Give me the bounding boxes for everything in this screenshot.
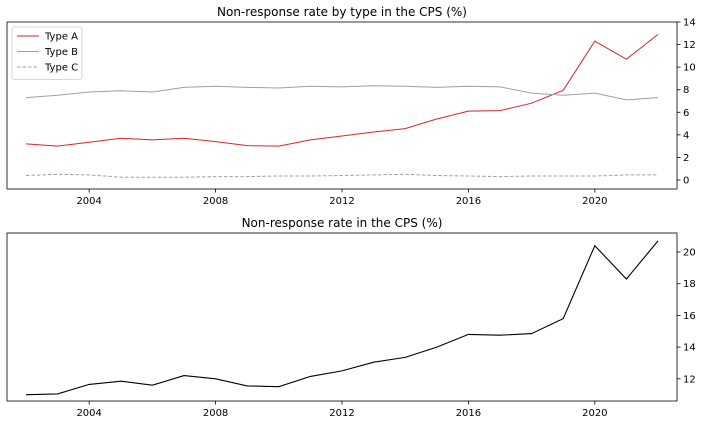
- chart-panel-1: Non-response rate by type in the CPS (%)…: [6, 5, 696, 207]
- legend-box: [11, 26, 83, 80]
- axes-frame: [6, 232, 678, 402]
- x-tick-label: 2012: [329, 196, 354, 207]
- x-tick-label: 2008: [203, 196, 228, 207]
- y-tick-label: 0: [683, 175, 689, 186]
- x-tick-label: 2016: [456, 408, 481, 419]
- y-tick-label: 4: [683, 130, 689, 141]
- series-line-type-a: [25, 34, 659, 147]
- y-tick-label: 8: [683, 85, 689, 96]
- series-line-1: [25, 240, 659, 396]
- x-tick-label: 2020: [582, 408, 607, 419]
- axes-frame: [6, 21, 678, 190]
- legend-label: Type C: [44, 63, 78, 74]
- y-tick-label: 2: [683, 153, 689, 164]
- x-tick-label: 2012: [329, 408, 354, 419]
- series-line-type-b: [25, 85, 659, 101]
- chart-title: Non-response rate by type in the CPS (%): [217, 5, 467, 19]
- x-tick-label: 2004: [76, 196, 101, 207]
- chart-panel-2: Non-response rate in the CPS (%) 2004 2008…: [6, 216, 696, 419]
- chart-title: Non-response rate in the CPS (%): [242, 216, 443, 230]
- legend: Type A Type B Type C: [11, 26, 83, 80]
- y-tick-label: 14: [683, 343, 696, 354]
- series-group: [25, 240, 659, 396]
- y-tick-label: 10: [683, 63, 696, 74]
- x-tick-label: 2016: [456, 196, 481, 207]
- y-tick-label: 12: [683, 40, 696, 51]
- x-tick-label: 2008: [203, 408, 228, 419]
- y-tick-label: 14: [683, 18, 696, 29]
- series-group: [25, 34, 659, 178]
- y-tick-label: 12: [683, 374, 696, 385]
- y-tick-label: 18: [683, 279, 696, 290]
- legend-label: Type A: [44, 32, 78, 43]
- series-line-type-c: [25, 173, 658, 178]
- y-tick-label: 16: [683, 311, 696, 322]
- x-tick-label: 2004: [76, 408, 101, 419]
- x-tick-label: 2020: [582, 196, 607, 207]
- legend-label: Type B: [44, 47, 78, 58]
- y-tick-label: 6: [683, 108, 689, 119]
- y-tick-label: 20: [683, 248, 696, 259]
